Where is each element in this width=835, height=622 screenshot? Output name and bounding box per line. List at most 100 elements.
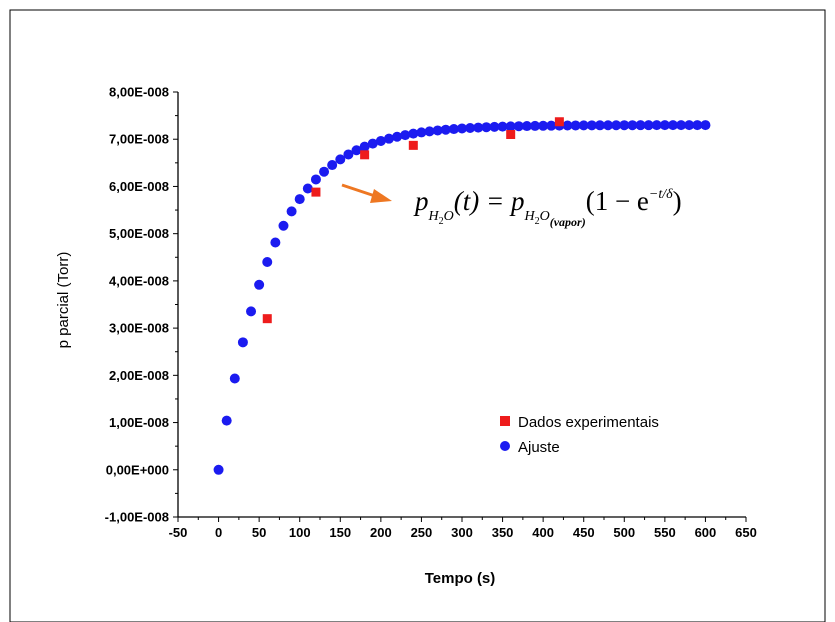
fit-point [700, 120, 711, 131]
fit-point [481, 122, 492, 133]
fit-point [302, 183, 313, 194]
x-tick-label: 50 [252, 525, 266, 540]
fit-point [286, 206, 297, 217]
formula-sub-2b: 2 [535, 216, 540, 227]
fit-point [351, 145, 362, 156]
fit-point [619, 120, 630, 131]
fit-point [367, 138, 378, 149]
y-tick-label: 5,00E-008 [109, 226, 169, 241]
fit-point [229, 373, 240, 384]
fit-point [457, 123, 467, 134]
y-tick-label: 0,00E+000 [106, 462, 169, 477]
x-tick-label: 150 [329, 525, 351, 540]
x-tick-label: 300 [451, 525, 473, 540]
x-axis-title: Tempo (s) [425, 570, 496, 587]
legend-marker-dados [500, 416, 510, 426]
outer-frame [9, 9, 826, 622]
fit-point [635, 120, 646, 131]
fit-point [611, 120, 622, 131]
experimental-point [408, 140, 418, 150]
formula-mid: (t) = p [454, 186, 525, 216]
fit-point [513, 121, 524, 132]
experimental-point [360, 150, 370, 160]
formula-sub-o1: O [444, 209, 454, 224]
fit-point [343, 149, 354, 160]
experimental-point [311, 187, 321, 197]
fit-point [497, 121, 508, 132]
x-tick-label: 400 [532, 525, 554, 540]
fit-point [213, 464, 224, 475]
fit-point [237, 337, 248, 348]
fit-point [570, 120, 581, 131]
fit-point [538, 120, 549, 131]
formula-close: ) [673, 186, 682, 216]
experimental-point [506, 130, 516, 139]
fit-point [408, 128, 419, 139]
fit-point [359, 141, 370, 152]
fit-point [383, 133, 394, 144]
legend-label-ajuste: Ajuste [518, 439, 560, 456]
fit-point [432, 125, 443, 136]
fit-point [562, 120, 573, 131]
formula-sub-2a: 2 [439, 216, 444, 227]
x-tick-label: 650 [735, 525, 757, 540]
fit-point [400, 130, 411, 141]
y-tick-label: 8,00E-008 [109, 85, 169, 100]
y-tick-label: 7,00E-008 [109, 132, 169, 147]
x-tick-label: 550 [654, 525, 676, 540]
fit-point [627, 120, 638, 131]
formula-exponent: −t/δ [649, 187, 673, 202]
experimental-point [554, 117, 564, 127]
fit-point [221, 415, 232, 426]
formula-sub-h2: H [523, 209, 535, 224]
fit-point [327, 160, 338, 171]
y-axis-title: p parcial (Torr) [55, 252, 72, 349]
formula-sub-h1: H [428, 209, 440, 224]
annotation-arrow [341, 183, 392, 203]
y-tick-label: 2,00E-008 [109, 368, 169, 383]
fit-point [603, 120, 614, 131]
axes: -50 0 50 100 150 200 250 300 350 400 450 500 550 600 6… [105, 85, 757, 541]
formula-sub-vapor: (vapor) [550, 215, 586, 229]
fit-point [278, 220, 289, 231]
legend: Dados experimentais Ajuste [500, 414, 659, 456]
fit-point [440, 124, 451, 135]
y-tick-label: 1,00E-008 [109, 415, 169, 430]
fit-point [546, 120, 557, 131]
x-tick-label: -50 [169, 525, 188, 540]
experimental-point [262, 314, 272, 324]
fit-point [335, 154, 346, 165]
fit-point [586, 120, 597, 131]
formula-sub-o2: O [540, 209, 550, 224]
fit-point [473, 122, 484, 133]
fit-point [578, 120, 589, 131]
fit-point [676, 120, 687, 131]
x-tick-label: 0 [215, 525, 222, 540]
fit-point [246, 306, 257, 317]
fit-point [692, 120, 703, 131]
fit-point [489, 121, 500, 132]
legend-label-dados: Dados experimentais [518, 414, 659, 431]
y-tick-label: 3,00E-008 [109, 321, 169, 336]
fit-point [667, 120, 678, 131]
y-tick-label: -1,00E-008 [105, 510, 169, 525]
x-tick-label: 100 [289, 525, 311, 540]
fit-point [530, 120, 541, 131]
fit-point [651, 120, 662, 131]
x-tick-label: 500 [613, 525, 635, 540]
y-tick-label: 4,00E-008 [109, 273, 169, 288]
fit-point [505, 121, 516, 132]
fit-point [375, 135, 386, 146]
x-tick-label: 600 [695, 525, 717, 540]
fit-point [684, 120, 695, 131]
fit-point [254, 279, 265, 290]
fit-point [294, 194, 305, 205]
fit-point [424, 126, 435, 137]
x-tick-label: 250 [411, 525, 433, 540]
fit-point [319, 166, 330, 177]
fit-point [310, 174, 321, 185]
fit-point [392, 131, 403, 142]
y-tick-label: 6,00E-008 [109, 179, 169, 194]
x-tick-label: 350 [492, 525, 514, 540]
